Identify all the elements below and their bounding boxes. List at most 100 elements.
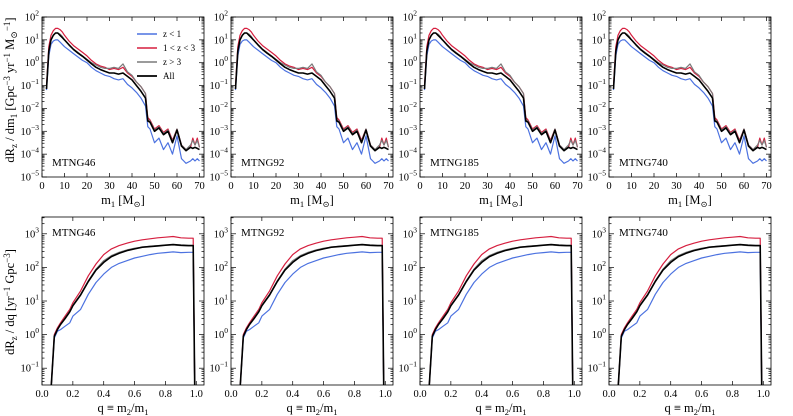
y-tick-label: 100 xyxy=(592,54,607,69)
y-tick-label: 101 xyxy=(403,31,418,46)
y-tick-label: 101 xyxy=(403,293,418,308)
y-tick-label: 10−1 xyxy=(399,360,418,375)
x-tick-label: 40 xyxy=(316,181,327,192)
panel-bottom-mtng46: 0.0 0.2 0.4 0.6 0.8 1.0 10−1 100 101 102 103 MTNG46… xyxy=(21,216,205,416)
x-tick-label: 50 xyxy=(149,181,160,192)
panel-label: MTNG92 xyxy=(241,227,284,239)
y-tick-label: 102 xyxy=(25,9,40,24)
series-line-all xyxy=(45,32,200,152)
panel-label: MTNG185 xyxy=(430,227,479,239)
x-axis-label: q ≡ m2/m1 xyxy=(98,401,149,416)
panel-top-mtng185: 0 10 20 30 40 50 60 70 10−5 10−4 10−3 10−2 10−1 100 10… xyxy=(399,9,583,210)
series-line-1-z-3 xyxy=(617,235,763,385)
x-tick-label: 60 xyxy=(739,181,750,192)
x-tick-label: 50 xyxy=(716,181,727,192)
y-tick-label: 10−1 xyxy=(21,360,40,375)
y-tick-label: 10−1 xyxy=(399,77,418,92)
panel-top-mtng92: 0 10 20 30 40 50 60 70 10−5 10−4 10−3 10−2 10−1 100 10… xyxy=(210,9,394,210)
y-tick-label: 10−4 xyxy=(399,146,418,161)
plot-frame xyxy=(41,16,205,178)
panel-label: MTNG46 xyxy=(52,157,96,169)
y-tick-label: 10−1 xyxy=(588,360,607,375)
panel-bottom-mtng92: 0.0 0.2 0.4 0.6 0.8 1.0 10−1 100 101 102 103 MTNG92… xyxy=(210,216,394,416)
x-tick-label: 60 xyxy=(361,181,372,192)
y-tick-label: 10−2 xyxy=(588,100,607,115)
series-line-z-1 xyxy=(45,39,200,164)
panel-bottom-mtng185: 0.0 0.2 0.4 0.6 0.8 1.0 10−1 100 101 102 103 MTNG18… xyxy=(399,216,583,416)
series-line-all xyxy=(239,243,385,385)
x-tick-label: 0 xyxy=(606,181,611,192)
series-group xyxy=(612,27,768,164)
x-tick-label: 0 xyxy=(228,181,233,192)
y-tick-label: 100 xyxy=(25,326,40,341)
x-tick-label: 0.6 xyxy=(695,389,708,400)
x-tick-label: 40 xyxy=(127,181,138,192)
x-tick-label: 40 xyxy=(694,181,705,192)
x-tick-label: 20 xyxy=(649,181,660,192)
x-tick-label: 0 xyxy=(417,181,422,192)
x-tick-label: 50 xyxy=(338,181,349,192)
series-line-z-1 xyxy=(428,251,574,385)
x-tick-label: 0.8 xyxy=(537,389,550,400)
y-tick-label: 10−3 xyxy=(588,123,607,138)
x-tick-label: 0.6 xyxy=(506,389,519,400)
x-tick-label: 70 xyxy=(194,181,205,192)
legend-label: z > 3 xyxy=(163,57,182,67)
x-tick-label: 1.0 xyxy=(190,389,203,400)
series-line-all xyxy=(234,32,389,152)
x-axis-label: q ≡ m2/m1 xyxy=(476,401,527,416)
panel-top-mtng46: 0 10 20 30 40 50 60 70 10−5 10−4 10−3 10−2 10−1 100 10… xyxy=(21,9,205,210)
y-tick-label: 102 xyxy=(214,9,229,24)
x-tick-label: 0.0 xyxy=(602,389,615,400)
series-group xyxy=(239,235,385,385)
x-tick-label: 0 xyxy=(39,181,44,192)
series-group xyxy=(428,235,574,385)
x-tick-label: 0.4 xyxy=(475,389,489,400)
series-line-z-1 xyxy=(234,39,389,164)
series-line-z-3 xyxy=(617,244,763,385)
panel-label: MTNG740 xyxy=(619,227,668,239)
x-tick-label: 0.2 xyxy=(66,389,79,400)
series-group xyxy=(45,27,201,164)
series-line-all xyxy=(612,32,767,152)
x-tick-label: 20 xyxy=(460,181,471,192)
x-axis-label: m1 [M⊙] xyxy=(101,193,145,209)
y-tick-label: 101 xyxy=(25,31,40,46)
y-tick-label: 101 xyxy=(214,31,229,46)
x-tick-label: 0.8 xyxy=(726,389,739,400)
y-tick-label: 10−3 xyxy=(21,123,40,138)
x-tick-label: 10 xyxy=(626,181,637,192)
y-tick-label: 10−1 xyxy=(588,77,607,92)
y-tick-label: 10−4 xyxy=(588,146,607,161)
y-tick-label: 10−4 xyxy=(210,146,229,161)
series-line-z-3 xyxy=(50,244,196,385)
y-tick-label: 10−1 xyxy=(210,360,229,375)
x-axis-label: m1 [M⊙] xyxy=(668,193,712,209)
series-line-z-3 xyxy=(239,244,385,385)
x-tick-label: 10 xyxy=(248,181,259,192)
x-tick-label: 0.8 xyxy=(348,389,361,400)
series-line-all xyxy=(617,243,763,385)
y-tick-label: 10−1 xyxy=(210,77,229,92)
series-line-z-3 xyxy=(428,244,574,385)
y-tick-label: 10−2 xyxy=(210,100,229,115)
x-tick-label: 70 xyxy=(761,181,772,192)
y-tick-label: 10−2 xyxy=(399,100,418,115)
plot-frame xyxy=(608,216,772,386)
x-axis-label: q ≡ m2/m1 xyxy=(287,401,338,416)
x-tick-label: 20 xyxy=(271,181,282,192)
x-tick-label: 60 xyxy=(172,181,183,192)
series-group xyxy=(234,27,390,164)
y-tick-label: 10−3 xyxy=(210,123,229,138)
series-line-z-1 xyxy=(239,251,385,385)
y-tick-label: 100 xyxy=(403,54,418,69)
panel-label: MTNG185 xyxy=(430,157,479,169)
x-tick-label: 0.4 xyxy=(97,389,111,400)
plot-frame xyxy=(230,16,394,178)
y-tick-label: 10−2 xyxy=(21,100,40,115)
legend-label: z < 1 xyxy=(163,29,181,39)
series-group xyxy=(50,235,196,385)
x-tick-label: 0.0 xyxy=(35,389,48,400)
y-tick-label: 102 xyxy=(592,259,607,274)
